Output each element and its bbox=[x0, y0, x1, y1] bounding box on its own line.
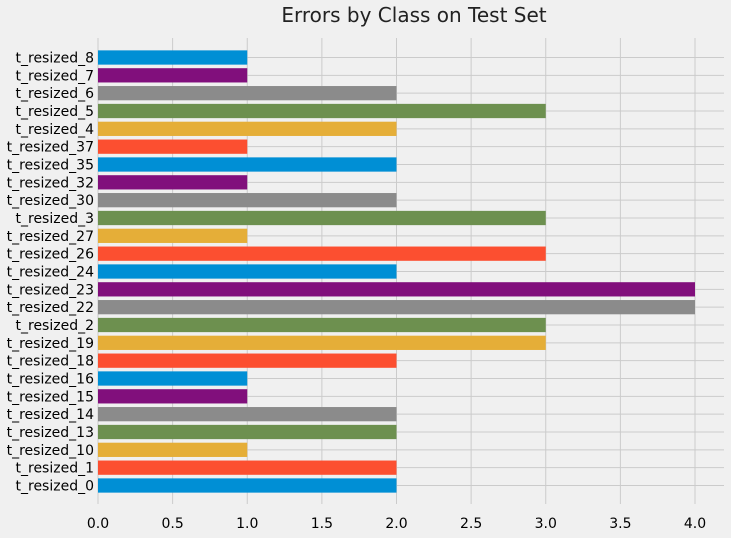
bar-t-resized-32 bbox=[98, 175, 248, 190]
bar-t-resized-2 bbox=[98, 317, 546, 333]
bar-t-resized-16 bbox=[98, 371, 248, 386]
bar-t-resized-1 bbox=[98, 460, 397, 475]
y-tick-label: t_resized_26 bbox=[7, 247, 94, 263]
y-tick-label: t_resized_14 bbox=[7, 407, 94, 423]
y-tick-label: t_resized_35 bbox=[7, 158, 94, 174]
bar-t-resized-0 bbox=[98, 478, 397, 493]
y-tick-label: t_resized_5 bbox=[16, 104, 95, 120]
x-tick-label: 4.0 bbox=[684, 516, 706, 532]
y-tick-label: t_resized_15 bbox=[7, 389, 94, 405]
y-tick-label: t_resized_10 bbox=[7, 443, 94, 459]
y-tick-label: t_resized_24 bbox=[7, 265, 94, 281]
bar-t-resized-6 bbox=[98, 86, 397, 101]
bar-t-resized-13 bbox=[98, 424, 397, 440]
bar-t-resized-30 bbox=[98, 193, 397, 208]
bar-t-resized-15 bbox=[98, 389, 248, 404]
x-tick-label: 3.5 bbox=[609, 516, 631, 532]
bar-t-resized-18 bbox=[98, 353, 397, 368]
bar-t-resized-26 bbox=[98, 246, 546, 261]
bar-t-resized-5 bbox=[98, 103, 546, 119]
x-tick-label: 2.0 bbox=[385, 516, 407, 532]
y-tick-label: t_resized_30 bbox=[7, 193, 94, 209]
bar-t-resized-27 bbox=[98, 228, 248, 243]
x-tick-label: 2.5 bbox=[460, 516, 482, 532]
y-tick-label: t_resized_2 bbox=[16, 318, 95, 334]
x-tick-label: 1.0 bbox=[236, 516, 258, 532]
y-tick-label: t_resized_37 bbox=[7, 140, 94, 156]
y-tick-label: t_resized_1 bbox=[16, 461, 95, 477]
y-tick-label: t_resized_16 bbox=[7, 372, 94, 388]
bar-t-resized-14 bbox=[98, 407, 397, 422]
bar-t-resized-7 bbox=[98, 68, 248, 83]
x-tick-label: 0.0 bbox=[87, 516, 109, 532]
y-tick-label: t_resized_0 bbox=[16, 479, 95, 495]
y-tick-label: t_resized_18 bbox=[7, 354, 94, 370]
bar-t-resized-24 bbox=[98, 264, 397, 279]
y-tick-label: t_resized_23 bbox=[7, 282, 94, 298]
y-tick-label: t_resized_19 bbox=[7, 336, 94, 352]
x-tick-label: 3.0 bbox=[535, 516, 557, 532]
bar-t-resized-35 bbox=[98, 157, 397, 172]
y-tick-label: t_resized_4 bbox=[16, 122, 95, 138]
chart-title: Errors by Class on Test Set bbox=[281, 3, 546, 27]
x-tick-label: 0.5 bbox=[161, 516, 183, 532]
bar-t-resized-23 bbox=[98, 282, 695, 297]
y-tick-label: t_resized_32 bbox=[7, 175, 94, 191]
bar-t-resized-19 bbox=[98, 335, 546, 350]
bar-t-resized-3 bbox=[98, 210, 546, 226]
y-tick-label: t_resized_6 bbox=[16, 86, 95, 102]
bar-t-resized-8 bbox=[98, 50, 248, 65]
x-tick-label: 1.5 bbox=[311, 516, 333, 532]
y-tick-label: t_resized_27 bbox=[7, 229, 94, 245]
y-tick-label: t_resized_7 bbox=[16, 68, 95, 84]
y-tick-label: t_resized_22 bbox=[7, 300, 94, 316]
bar-t-resized-10 bbox=[98, 442, 248, 457]
y-tick-label: t_resized_13 bbox=[7, 425, 94, 441]
bar-t-resized-4 bbox=[98, 121, 397, 136]
bar-t-resized-22 bbox=[98, 300, 695, 315]
bar-t-resized-37 bbox=[98, 139, 248, 154]
y-tick-label: t_resized_8 bbox=[16, 51, 95, 67]
y-tick-label: t_resized_3 bbox=[16, 211, 95, 227]
